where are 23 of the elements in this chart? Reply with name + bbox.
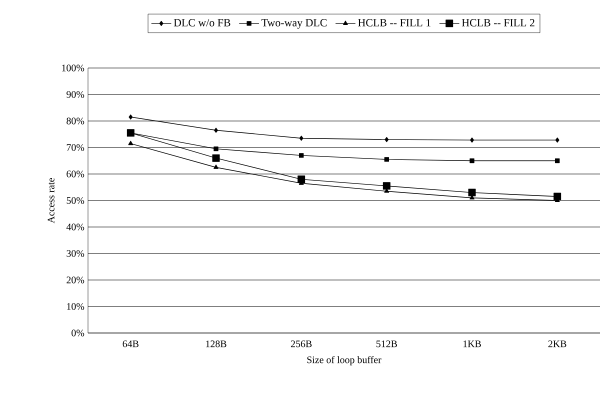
x-axis-title: Size of loop buffer [307,356,382,366]
y-tick-label: 50% [66,197,84,204]
x-tick-label: 128B [206,340,226,348]
x-tick-label: 2KB [548,340,566,348]
legend-label: DLC w/o FB [174,19,230,26]
x-tick-label: 256B [290,340,312,348]
legend-label: HCLB -- FILL 2 [462,19,534,26]
y-tick-label: 30% [66,250,84,257]
y-axis-title: Access rate [48,178,54,224]
x-tick-label: 512B [376,340,397,348]
x-tick-label: 1KB [463,340,481,348]
y-tick-label: 20% [66,276,84,284]
y-tick-label: 80% [66,118,84,124]
y-tick-label: 90% [66,91,84,98]
y-tick-label: 0% [72,330,84,336]
y-tick-label: 10% [67,303,84,310]
y-tick-label: 70% [66,144,84,151]
x-tick-label: 64B [122,340,138,348]
y-tick-label: 100% [62,64,84,72]
legend-label: HCLB -- FILL 1 [358,19,430,26]
legend-label: Two-way DLC [262,19,327,29]
y-tick-label: 60% [66,170,84,178]
y-tick-label: 40% [66,224,84,230]
